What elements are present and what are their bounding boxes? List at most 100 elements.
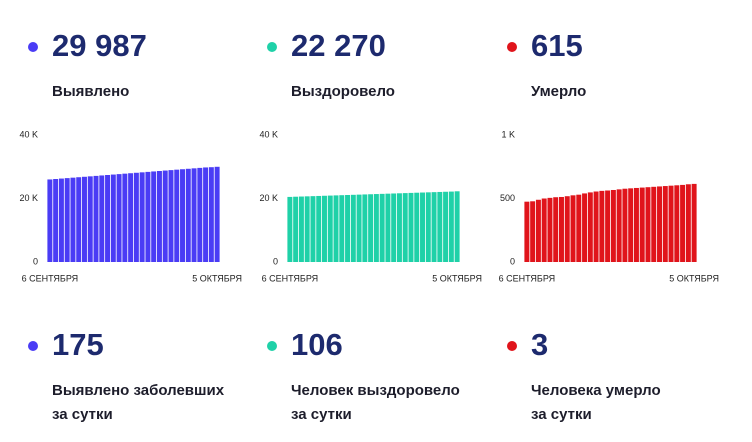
bar [553,197,559,262]
daily-label: Выявлено заболевших [52,382,225,399]
daily-label: за сутки [531,406,592,423]
bar [145,171,151,262]
total-number: 22 270 [291,28,386,63]
bar [524,201,530,262]
bar [385,193,391,262]
daily-number: 3 [531,327,548,362]
x-tick-label: 5 ОКТЯБРЯ [192,273,242,283]
bar [53,179,59,262]
y-tick-label: 20 K [19,193,38,203]
bar [139,172,145,262]
bar [443,191,449,262]
bar [437,191,443,262]
bar [368,194,374,262]
x-tick-label: 6 СЕНТЯБРЯ [22,273,79,283]
bar [616,189,622,262]
bar [535,199,541,262]
bar [151,171,157,262]
bar [610,189,616,262]
bar [82,176,87,262]
bar [110,174,116,262]
daily-label: за сутки [52,406,113,423]
bar [87,176,93,262]
bar [431,192,437,262]
bar [99,175,105,262]
bar [293,196,299,262]
bar [564,196,570,262]
bar [197,167,203,262]
status-dot [267,341,277,351]
bar [162,170,168,262]
bar [298,196,304,262]
bar [47,179,53,262]
status-dot [507,341,517,351]
bar [599,190,605,262]
bar [310,196,316,262]
bar [116,174,122,262]
bar [350,194,356,262]
bar [570,195,576,262]
bar [316,195,322,262]
y-tick-label: 0 [33,256,38,266]
bar [576,194,582,262]
daily-label: Человек выздоровело [291,382,460,399]
y-tick-label: 0 [273,256,278,266]
bar [448,191,454,262]
bar [373,194,379,262]
bar [420,192,425,262]
y-tick-label: 20 K [259,193,278,203]
total-label: Выздоровело [291,83,395,100]
bar [668,185,674,262]
bar [76,177,82,262]
bar [547,197,553,262]
bar [322,195,327,262]
bar [685,184,691,262]
total-label: Выявлено [52,83,129,100]
bar [530,201,536,262]
bar [657,186,662,262]
x-tick-label: 6 СЕНТЯБРЯ [262,273,319,283]
bar [680,184,686,262]
bar [639,187,645,262]
bar [208,167,214,262]
x-tick-label: 5 ОКТЯБРЯ [669,273,719,283]
bar [645,187,651,262]
bar [339,195,345,262]
bar [327,195,333,262]
bar [133,172,139,262]
bar [633,187,639,262]
status-dot [267,42,277,52]
bar [691,183,697,262]
bar [662,186,668,262]
status-dot [507,42,517,52]
bar [541,198,547,262]
total-number: 615 [531,28,583,63]
bar [156,171,162,262]
y-tick-label: 0 [510,256,515,266]
bar [674,185,680,262]
bar [414,192,420,262]
daily-number: 106 [291,327,343,362]
bar [287,196,293,262]
bar [304,196,310,262]
bar [622,188,628,262]
bar [128,173,134,262]
bar [425,192,431,262]
bar [559,196,564,262]
bar [651,186,657,262]
bar [402,193,408,262]
y-tick-label: 40 K [19,129,38,139]
bar [70,177,76,262]
y-tick-label: 1 K [501,129,515,139]
bar [593,191,599,262]
bar [180,169,185,262]
bar [408,192,414,262]
daily-label: Человека умерло [531,382,661,399]
total-number: 29 987 [52,28,147,63]
bar [185,168,191,262]
bar [191,168,197,262]
bar [214,166,220,262]
bar [122,173,128,262]
bar [356,194,362,262]
